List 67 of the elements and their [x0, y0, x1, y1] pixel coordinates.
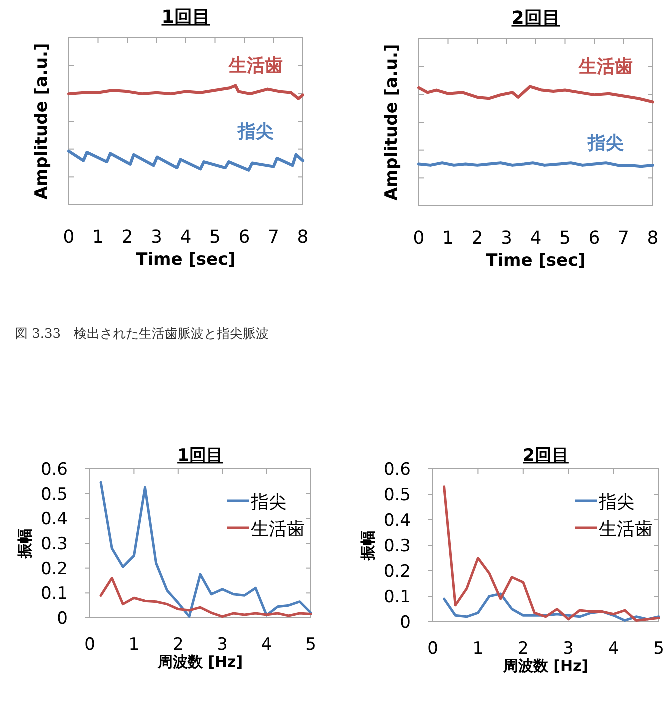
x-tick-label: 3 — [563, 639, 574, 659]
x-tick-label: 6 — [588, 228, 600, 249]
caption: 図 3.33 検出された生活歯脈波と指尖脈波 — [15, 327, 270, 342]
x-tick-label: 4 — [180, 227, 192, 248]
x-tick-label: 4 — [261, 635, 272, 655]
x-tick-label: 4 — [608, 639, 620, 659]
line-series — [443, 486, 660, 622]
x-tick-label: 5 — [306, 635, 316, 655]
x-axis-title: Time [sec] — [486, 251, 586, 271]
y-tick-label: 0.2 — [40, 559, 68, 580]
x-tick-label: 2 — [472, 228, 484, 249]
series-label: 指尖 — [237, 121, 274, 142]
x-tick-label: 1 — [92, 227, 104, 248]
x-tick-label: 0 — [84, 635, 96, 655]
x-tick-label: 3 — [217, 635, 228, 655]
y-tick-label: 0.6 — [40, 460, 68, 480]
x-tick-label: 4 — [530, 228, 542, 249]
x-axis-title: Time [sec] — [136, 250, 236, 270]
chart-title: 2回目 — [512, 8, 560, 29]
y-tick-label: 0.4 — [40, 510, 68, 530]
series-label: 生活歯 — [228, 56, 284, 77]
chart-title: 2回目 — [523, 446, 569, 466]
y-axis-title: 振幅 — [359, 530, 377, 562]
y-tick-label: 0.6 — [384, 460, 411, 480]
x-tick-label: 5 — [654, 639, 664, 659]
y-tick-label: 0.3 — [40, 534, 68, 554]
y-tick-label: 0 — [57, 609, 68, 629]
x-tick-label: 1 — [128, 635, 140, 655]
x-tick-label: 2 — [172, 635, 184, 655]
y-axis-title: Amplitude [a.u.] — [382, 44, 402, 201]
chart-title: 1回目 — [178, 446, 224, 466]
y-tick-label: 0.5 — [384, 486, 411, 506]
y-tick-label: 0 — [400, 613, 411, 633]
x-tick-label: 3 — [501, 228, 512, 249]
x-tick-label: 1 — [442, 228, 454, 249]
x-tick-label: 3 — [151, 227, 162, 248]
y-tick-label: 0.3 — [384, 536, 411, 556]
y-axis-title: Amplitude [a.u.] — [32, 43, 52, 200]
x-tick-label: 1 — [472, 639, 484, 659]
legend-label: 指尖 — [250, 492, 287, 513]
x-tick-label: 5 — [560, 228, 571, 249]
legend-label: 生活歯 — [599, 519, 653, 540]
series-label: 指尖 — [587, 133, 624, 154]
y-tick-label: 0.4 — [384, 511, 411, 531]
y-tick-label: 0.1 — [384, 588, 411, 608]
y-tick-label: 0.5 — [40, 484, 68, 505]
x-tick-label: 5 — [210, 227, 221, 248]
x-tick-label: 0 — [413, 228, 425, 249]
x-tick-label: 6 — [238, 227, 250, 248]
y-axis-title: 振幅 — [16, 528, 34, 560]
y-tick-label: 0.1 — [40, 584, 68, 604]
legend-label: 生活歯 — [251, 519, 305, 540]
x-tick-label: 7 — [618, 228, 630, 249]
x-tick-label: 2 — [122, 227, 134, 248]
x-tick-label: 8 — [297, 227, 309, 248]
legend-label: 指尖 — [598, 492, 635, 513]
x-tick-label: 0 — [428, 639, 438, 659]
y-tick-label: 0.2 — [384, 562, 411, 582]
x-axis-title: 周波数 [Hz] — [502, 657, 589, 675]
series-label: 生活歯 — [578, 56, 634, 78]
line-series — [100, 481, 312, 618]
x-axis-title: 周波数 [Hz] — [156, 653, 244, 671]
x-tick-label: 2 — [518, 639, 529, 659]
line-series — [100, 577, 312, 618]
chart-title: 1回目 — [162, 7, 210, 28]
x-tick-label: 7 — [268, 227, 280, 248]
x-tick-label: 8 — [647, 228, 659, 249]
